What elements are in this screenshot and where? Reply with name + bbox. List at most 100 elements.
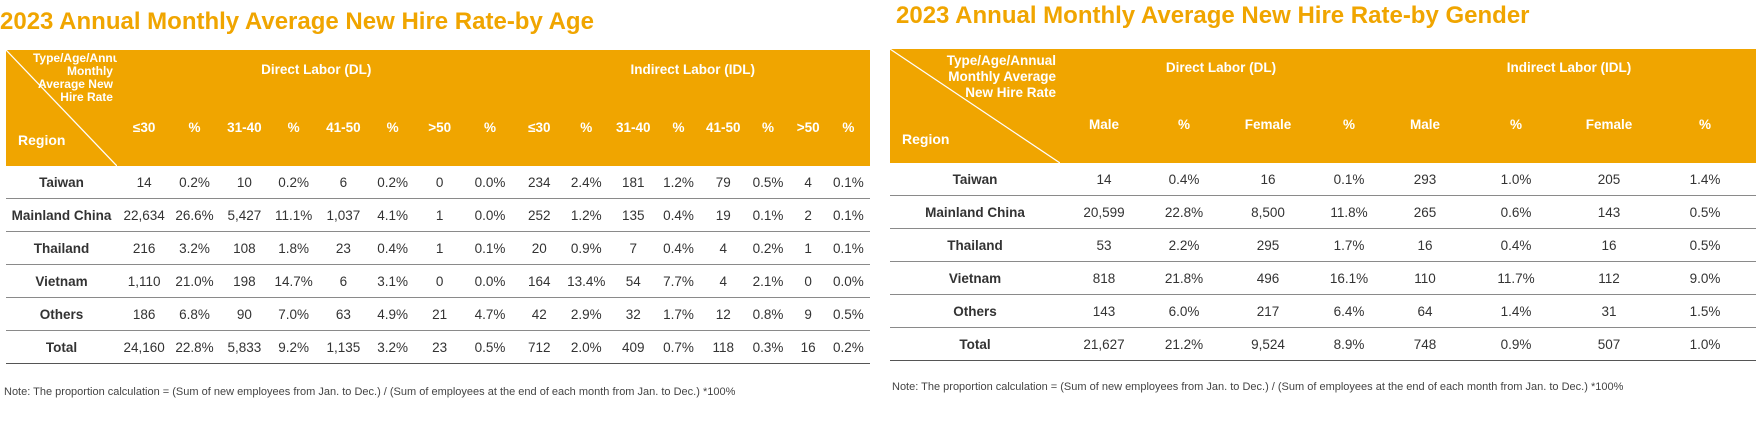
- value-cell: 21: [414, 297, 465, 331]
- value-cell: 21.0%: [171, 264, 218, 298]
- value-cell: 0.2%: [370, 166, 415, 199]
- value-cell: 0.5%: [826, 297, 870, 331]
- region-cell: Taiwan: [6, 166, 117, 199]
- value-cell: 19: [700, 198, 747, 232]
- value-cell: 118: [700, 330, 747, 364]
- value-cell: 1.0%: [1468, 163, 1565, 196]
- age-table: Type/Age/Annual Monthly Average New Hire…: [6, 50, 870, 364]
- value-cell: 0.6%: [1468, 195, 1565, 229]
- value-cell: 6.8%: [171, 297, 218, 331]
- value-cell: 135: [609, 198, 658, 232]
- value-cell: 2.1%: [746, 264, 790, 298]
- value-cell: 108: [217, 231, 271, 265]
- table-row: Mainland China 22,634 26.6% 5,427 11.1% 1,037…: [6, 198, 870, 232]
- value-cell: 1,135: [316, 330, 371, 364]
- value-cell: 0.4%: [1148, 163, 1220, 196]
- age-corner-header: Type/Age/Annual Monthly Average New Hire…: [6, 50, 117, 166]
- region-cell: Vietnam: [890, 261, 1060, 295]
- region-cell: Thailand: [6, 231, 117, 265]
- table-row: Total 24,160 22.8% 5,833 9.2% 1,135 3.2% 23 0.5%…: [6, 330, 870, 364]
- gender-col-header: %: [1468, 85, 1565, 163]
- value-cell: 23: [316, 231, 371, 265]
- age-col-header: 31-40: [609, 88, 658, 166]
- age-table-title: 2023 Annual Monthly Average New Hire Rat…: [0, 8, 594, 35]
- value-cell: 2: [789, 198, 827, 232]
- table-row: Others 143 6.0% 217 6.4% 64 1.4% 31 1.5%: [890, 294, 1757, 328]
- value-cell: 0.2%: [746, 231, 790, 265]
- value-cell: 2.2%: [1148, 228, 1220, 262]
- table-row: Thailand 216 3.2% 108 1.8% 23 0.4% 1 0.1% 20 0.9% 7…: [6, 231, 870, 265]
- value-cell: 7.7%: [657, 264, 701, 298]
- value-cell: 1.5%: [1654, 294, 1757, 328]
- value-cell: 16.1%: [1316, 261, 1383, 295]
- value-cell: 1.0%: [1654, 327, 1757, 361]
- age-col-header: %: [746, 88, 790, 166]
- value-cell: 1.4%: [1654, 163, 1757, 196]
- value-cell: 496: [1220, 261, 1316, 295]
- value-cell: 1,037: [316, 198, 371, 232]
- value-cell: 7: [609, 231, 658, 265]
- value-cell: 0.4%: [657, 198, 701, 232]
- value-cell: 3.1%: [370, 264, 415, 298]
- region-cell: Others: [6, 297, 117, 331]
- age-group-dl: Direct Labor (DL): [116, 50, 516, 88]
- value-cell: 295: [1220, 228, 1316, 262]
- value-cell: 31: [1564, 294, 1655, 328]
- value-cell: 16: [1564, 228, 1655, 262]
- value-cell: 0.0%: [464, 166, 516, 199]
- age-group-idl: Indirect Labor (IDL): [515, 50, 870, 88]
- value-cell: 1: [414, 198, 465, 232]
- value-cell: 0.4%: [1468, 228, 1565, 262]
- gender-table-note: Note: The proportion calculation = (Sum …: [892, 381, 1624, 393]
- value-cell: 1.8%: [270, 231, 317, 265]
- age-col-header: %: [826, 88, 870, 166]
- value-cell: 23: [414, 330, 465, 364]
- region-cell: Taiwan: [890, 163, 1060, 196]
- age-col-header: %: [171, 88, 218, 166]
- table-row: Total 21,627 21.2% 9,524 8.9% 748 0.9% 507 1.0%: [890, 327, 1757, 361]
- value-cell: 217: [1220, 294, 1316, 328]
- age-col-header: 41-50: [316, 88, 371, 166]
- age-col-header: %: [370, 88, 415, 166]
- value-cell: 32: [609, 297, 658, 331]
- value-cell: 7.0%: [270, 297, 317, 331]
- region-cell: Thailand: [890, 228, 1060, 262]
- value-cell: 1: [789, 231, 827, 265]
- value-cell: 54: [609, 264, 658, 298]
- value-cell: 24,160: [116, 330, 172, 364]
- value-cell: 4.9%: [370, 297, 415, 331]
- gender-col-header: Female: [1564, 85, 1655, 163]
- value-cell: 143: [1060, 294, 1148, 328]
- value-cell: 5,833: [217, 330, 271, 364]
- value-cell: 2.4%: [563, 166, 610, 199]
- region-cell: Others: [890, 294, 1060, 328]
- value-cell: 4: [789, 166, 827, 199]
- value-cell: 90: [217, 297, 271, 331]
- age-col-header: 41-50: [700, 88, 747, 166]
- value-cell: 1.4%: [1468, 294, 1565, 328]
- value-cell: 16: [1220, 163, 1316, 196]
- value-cell: 21.8%: [1148, 261, 1220, 295]
- value-cell: 265: [1382, 195, 1469, 229]
- value-cell: 63: [316, 297, 371, 331]
- value-cell: 818: [1060, 261, 1148, 295]
- value-cell: 0.1%: [746, 198, 790, 232]
- table-row: Mainland China 20,599 22.8% 8,500 11.8% 265 0.…: [890, 195, 1757, 229]
- value-cell: 143: [1564, 195, 1655, 229]
- value-cell: 11.7%: [1468, 261, 1565, 295]
- value-cell: 507: [1564, 327, 1655, 361]
- gender-table-title: 2023 Annual Monthly Average New Hire Rat…: [896, 2, 1530, 29]
- value-cell: 4: [700, 264, 747, 298]
- value-cell: 1.2%: [657, 166, 701, 199]
- age-corner-region-label: Region: [18, 132, 66, 148]
- value-cell: 164: [515, 264, 564, 298]
- value-cell: 0.1%: [464, 231, 516, 265]
- gender-col-header: %: [1654, 85, 1757, 163]
- value-cell: 186: [116, 297, 172, 331]
- value-cell: 20: [515, 231, 564, 265]
- value-cell: 12: [700, 297, 747, 331]
- value-cell: 6.0%: [1148, 294, 1220, 328]
- value-cell: 79: [700, 166, 747, 199]
- value-cell: 234: [515, 166, 564, 199]
- value-cell: 1,110: [116, 264, 172, 298]
